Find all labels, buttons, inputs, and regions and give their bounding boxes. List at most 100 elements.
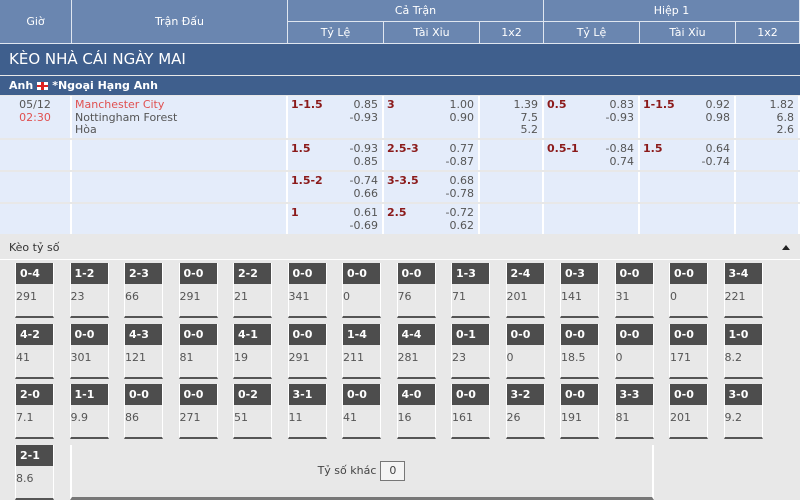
h1-over-under-odd: -0.74: [701, 154, 730, 168]
ft-1x2-cell: [480, 204, 544, 234]
score-label: 2-2: [234, 263, 271, 284]
h1-1x2-odd: 1.82: [769, 98, 795, 111]
h1-handicap-cell: [544, 172, 640, 202]
ft-1x2-cell: [480, 140, 544, 170]
score-tile[interactable]: 4-0 16: [396, 384, 436, 439]
col-tran-dau: Trận Đấu: [72, 0, 288, 44]
score-tile[interactable]: 2-4 201: [505, 263, 545, 318]
score-tile[interactable]: 3-2 26: [505, 384, 545, 439]
score-label: 0-0: [125, 384, 162, 405]
score-tile[interactable]: 1-3 71: [451, 263, 490, 318]
correct-score-grid: 0-4 291 1-2 23 2-3 66 0-0 291 2-2 21 0-0 341 0-0 0 0-0…: [15, 263, 763, 500]
score-tile[interactable]: 2-2 21: [233, 263, 272, 318]
score-tile[interactable]: 0-0 291: [178, 263, 218, 318]
col-h1-tai-xiu: Tài Xỉu: [640, 22, 736, 44]
score-tile[interactable]: 1-2 23: [69, 263, 109, 318]
score-tile[interactable]: 0-0 301: [69, 323, 109, 379]
score-tile[interactable]: 0-1 23: [451, 323, 490, 379]
score-tile[interactable]: 0-0 76: [396, 263, 436, 318]
h1-over-under-cell: 1.5 0.64 -0.74: [640, 140, 736, 170]
score-label: 0-4: [16, 263, 53, 284]
score-tile[interactable]: 0-2 51: [233, 384, 272, 439]
other-score-box: Tỷ số khác 0: [69, 444, 654, 500]
score-tile[interactable]: 2-1 8.6: [15, 444, 54, 500]
col-ft-ty-le: Tỷ Lệ: [288, 22, 384, 44]
score-tile[interactable]: 0-0 0: [342, 263, 381, 318]
score-tile[interactable]: 1-0 8.2: [723, 323, 763, 379]
score-odd: 191: [561, 411, 582, 424]
score-tile[interactable]: 0-0 171: [669, 323, 708, 379]
score-tile[interactable]: 4-2 41: [15, 323, 54, 379]
score-odd: 301: [70, 350, 92, 364]
ft-over-under-line: 3: [387, 98, 395, 111]
score-tile[interactable]: 0-0 191: [560, 384, 599, 439]
col-h1-ty-le: Tỷ Lệ: [544, 22, 640, 44]
home-team: Manchester City: [75, 98, 165, 111]
ft-handicap-odd: 0.61: [353, 206, 379, 219]
correct-score-bar[interactable]: Kèo tỷ số: [0, 236, 800, 260]
score-odd: 19: [234, 350, 248, 364]
score-tile[interactable]: 0-0 161: [451, 384, 490, 439]
match-date: 05/12: [19, 98, 51, 111]
collapse-caret-icon[interactable]: [782, 245, 790, 250]
score-tile[interactable]: 0-0 0: [614, 323, 654, 379]
away-team: Nottingham Forest: [75, 110, 178, 124]
ft-handicap-cell: 1.5 -0.93 0.85: [288, 140, 384, 170]
score-tile[interactable]: 1-1 9.9: [69, 384, 109, 439]
score-tile[interactable]: 0-0 86: [124, 384, 163, 439]
score-tile[interactable]: 0-0 41: [342, 384, 381, 439]
score-tile[interactable]: 4-1 19: [233, 323, 272, 379]
h1-handicap-odd: 0.74: [609, 154, 635, 168]
score-tile[interactable]: 0-4 291: [15, 263, 54, 318]
score-tile[interactable]: 0-0 81: [178, 323, 218, 379]
score-odd: 86: [125, 411, 139, 424]
england-flag-icon: [37, 81, 49, 90]
score-tile[interactable]: 0-0 18.5: [560, 323, 599, 379]
score-odd: 171: [670, 350, 691, 364]
score-tile[interactable]: 3-1 11: [287, 384, 327, 439]
score-tile[interactable]: 0-0 291: [287, 323, 327, 379]
score-tile[interactable]: 4-4 281: [396, 323, 436, 379]
ft-handicap-odd: -0.93: [349, 142, 378, 155]
ft-over-under-cell: 3 1.00 0.90: [384, 96, 480, 138]
match-cell: Manchester City Nottingham Forest Hòa: [72, 96, 288, 138]
score-tile[interactable]: 0-0 31: [614, 263, 654, 318]
section-banner: KÈO NHÀ CÁI NGÀY MAI: [0, 44, 800, 75]
ft-over-under-odd: -0.72: [445, 206, 474, 219]
h1-over-under-cell: [640, 172, 736, 202]
h1-handicap-line: 0.5: [547, 98, 567, 111]
score-tile[interactable]: 3-0 9.2: [723, 384, 763, 439]
ft-over-under-odd: -0.78: [445, 186, 474, 200]
score-label: 3-2: [506, 384, 544, 405]
score-tile[interactable]: 4-3 121: [124, 323, 163, 379]
score-label: 0-3: [561, 263, 598, 284]
league-row[interactable]: Anh *Ngoại Hạng Anh: [0, 76, 800, 95]
score-tile[interactable]: 2-3 66: [124, 263, 163, 318]
score-odd: 18.5: [561, 350, 586, 364]
score-tile[interactable]: 0-0 0: [669, 263, 708, 318]
score-tile[interactable]: 0-3 141: [560, 263, 599, 318]
score-odd: 16: [397, 411, 412, 424]
draw-label: Hòa: [75, 123, 97, 136]
score-label: 2-1: [16, 444, 53, 466]
ft-1x2-odd: 1.39: [513, 98, 539, 111]
score-label: 0-0: [288, 263, 326, 284]
col-gio: Giờ: [0, 0, 72, 44]
score-tile[interactable]: 0-0 341: [287, 263, 327, 318]
score-tile[interactable]: 0-0 201: [669, 384, 708, 439]
match-cell: [72, 140, 288, 170]
score-tile[interactable]: 2-0 7.1: [15, 384, 54, 439]
score-odd: 201: [506, 290, 528, 303]
other-score-input[interactable]: 0: [380, 460, 406, 481]
score-tile[interactable]: 0-0 271: [178, 384, 218, 439]
score-label: 2-3: [125, 263, 162, 284]
score-tile[interactable]: 0-0 0: [505, 323, 545, 379]
score-tile[interactable]: 3-3 81: [614, 384, 654, 439]
score-odd: 9.2: [724, 411, 743, 424]
score-odd: 23: [70, 290, 85, 303]
score-tile[interactable]: 3-4 221: [723, 263, 763, 318]
score-tile[interactable]: 1-4 211: [342, 323, 381, 379]
score-odd: 341: [288, 290, 310, 303]
match-time: 02:30: [19, 110, 51, 124]
ft-over-under-line: 2.5-3: [387, 142, 419, 155]
